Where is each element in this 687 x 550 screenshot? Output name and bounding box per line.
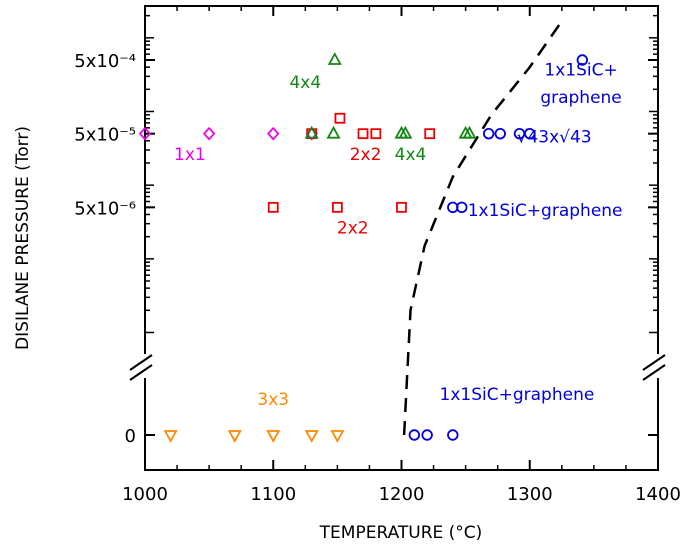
diamond-marker — [305, 126, 318, 141]
graphene-circle-marker — [408, 429, 421, 441]
graphene-circle-marker — [447, 429, 459, 441]
y-axis-title: DISILANE PRESSURE (Torr) — [13, 126, 33, 350]
diamond-marker — [138, 126, 152, 141]
annotation-label: 1x1SiC+graphene — [468, 201, 623, 221]
axis-break-left — [129, 354, 154, 381]
annotation-label: √43x√43 — [517, 127, 592, 147]
axis-ticks — [144, 6, 659, 470]
graphene-circle-marker — [456, 201, 468, 214]
triangle-up-marker — [304, 125, 319, 139]
graphene-circle-marker — [576, 54, 589, 66]
triangle-down-marker — [266, 430, 281, 443]
graphene-circle-marker — [494, 127, 506, 140]
triangle-down-marker — [163, 430, 178, 443]
triangle-up-marker — [398, 125, 413, 139]
data-markers — [138, 52, 589, 443]
square-marker — [334, 112, 346, 124]
triangle-down-marker — [227, 430, 242, 443]
square-marker — [331, 201, 343, 213]
triangle-up-marker — [327, 52, 342, 65]
graphene-circle-marker — [524, 127, 536, 140]
annotation-label: graphene — [540, 88, 621, 108]
square-marker — [267, 201, 279, 213]
triangle-up-marker — [462, 125, 477, 139]
y-tick-label: 5x10⁻⁶ — [74, 198, 136, 219]
tick-labels: 1000 1100 1200 1300 1400 0 5x10⁻⁶ 5x10⁻⁵ 5x10⁻⁴ — [74, 51, 681, 505]
graphene-circle-marker — [421, 429, 433, 441]
x-tick-label: 1000 — [122, 484, 168, 505]
diamond-marker — [267, 126, 280, 141]
annotation-label: 1x1 — [174, 145, 206, 165]
annotation-label: 2x2 — [337, 219, 369, 239]
x-axis-title: TEMPERATURE (°C) — [319, 523, 483, 543]
square-marker — [396, 201, 407, 213]
square-marker — [370, 128, 382, 140]
x-tick-label: 1200 — [379, 484, 425, 505]
graphene-circle-marker — [483, 127, 495, 140]
y-tick-label: 5x10⁻⁴ — [74, 51, 136, 72]
axis-break-right — [642, 354, 667, 381]
square-marker — [424, 128, 436, 140]
square-marker — [357, 128, 369, 140]
annotation-label: 1x1SiC+graphene — [440, 385, 595, 405]
annotation-label: 3x3 — [257, 390, 289, 410]
y-tick-label: 5x10⁻⁵ — [74, 125, 136, 146]
x-tick-label: 1300 — [507, 484, 553, 505]
y-tick-label: 0 — [125, 426, 136, 447]
annotation-label: 1x1SiC+ — [544, 60, 617, 80]
phase-boundary-line — [402, 24, 561, 436]
triangle-up-marker — [326, 125, 341, 139]
triangle-down-marker — [330, 430, 345, 443]
triangle-down-marker — [304, 430, 319, 443]
diamond-marker — [202, 126, 216, 141]
x-tick-label: 1400 — [635, 484, 681, 505]
annotation-label: 4x4 — [395, 145, 427, 165]
x-tick-label: 1100 — [250, 484, 296, 505]
annotation-label: 2x2 — [350, 145, 382, 165]
annotation-label: 4x4 — [289, 73, 321, 93]
